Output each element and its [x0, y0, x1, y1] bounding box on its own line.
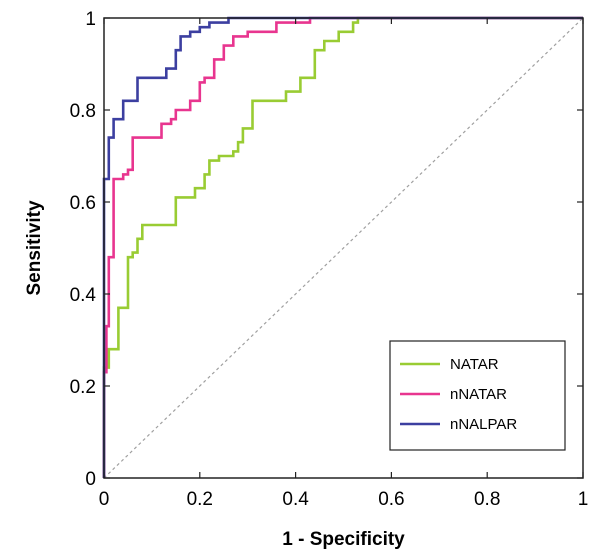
y-tick-label: 0 [85, 469, 96, 490]
y-tick-label: 1 [85, 9, 96, 30]
y-tick-label: 0.4 [70, 285, 97, 306]
y-tick-label: 0.8 [70, 101, 96, 122]
legend-label: nNATAR [450, 386, 507, 403]
legend-box [389, 340, 566, 451]
series-line-natar [102, 16, 583, 478]
x-tick-label: 0.2 [187, 489, 213, 510]
reference-line-layer [103, 17, 584, 479]
x-tick-label: 0 [99, 489, 110, 510]
x-axis-ticks: 0 0.2 0.4 0.6 0.8 1 [99, 18, 589, 510]
series-line-nnatar [102, 16, 583, 478]
plot-frame [103, 17, 584, 479]
reference-diagonal [103, 17, 584, 479]
x-tick-label: 1 [578, 489, 589, 510]
x-tick-label: 0.8 [474, 489, 500, 510]
x-tick-label: 0.6 [378, 489, 404, 510]
y-axis-title: Sensitivity [24, 200, 45, 295]
series-line-nnalpar [102, 16, 583, 478]
series-layer [102, 16, 583, 478]
legend-label: NATAR [450, 356, 499, 373]
legend-label: nNALPAR [450, 416, 517, 433]
legend: NATAR nNATAR nNALPAR [389, 340, 566, 451]
x-tick-label: 0.4 [282, 489, 309, 510]
y-tick-label: 0.6 [70, 193, 96, 214]
y-axis-ticks: 0 0.2 0.4 0.6 0.8 1 [70, 9, 583, 490]
x-axis-title: 1 - Specificity [282, 529, 405, 550]
y-tick-label: 0.2 [70, 377, 96, 398]
